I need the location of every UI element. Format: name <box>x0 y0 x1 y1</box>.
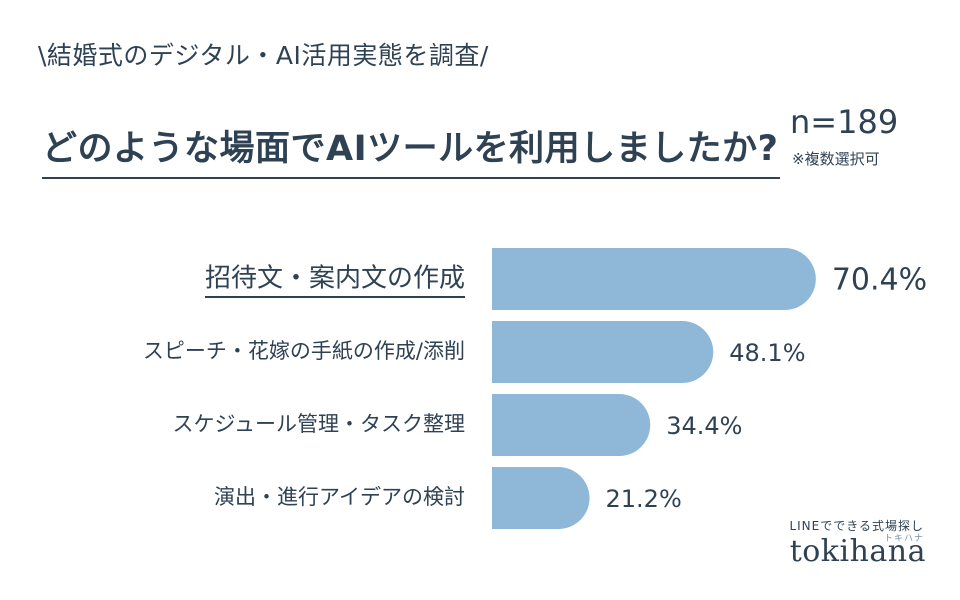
value-label: 48.1% <box>729 339 805 367</box>
value-label: 21.2% <box>606 485 682 513</box>
value-label: 34.4% <box>666 412 742 440</box>
sample-size: n=189 <box>790 103 899 141</box>
category-label: スケジュール管理・タスク整理 <box>172 412 465 436</box>
brand-tagline: LINEでできる式場探し <box>789 519 924 533</box>
category-label: 演出・進行アイデアの検討 <box>214 485 465 509</box>
chart-title: どのような場面でAIツールを利用しましたか? <box>42 129 779 169</box>
category-label: 招待文・案内文の作成 <box>205 264 465 294</box>
tokihana-logo: tokihana <box>789 534 926 569</box>
value-label: 70.4% <box>832 263 927 298</box>
bar <box>492 394 651 456</box>
category-label: スピーチ・花嫁の手紙の作成/添削 <box>143 339 465 363</box>
bar <box>492 467 590 529</box>
survey-tagline: \結婚式のデジタル・AI活用実態を調査/ <box>38 41 489 70</box>
bar <box>492 248 816 310</box>
multiple-choice-note: ※複数選択可 <box>792 150 880 168</box>
brand-kana: トキハナ <box>883 534 924 544</box>
chart-title-container: どのような場面でAIツールを利用しましたか? <box>42 120 780 179</box>
bar <box>492 321 714 383</box>
